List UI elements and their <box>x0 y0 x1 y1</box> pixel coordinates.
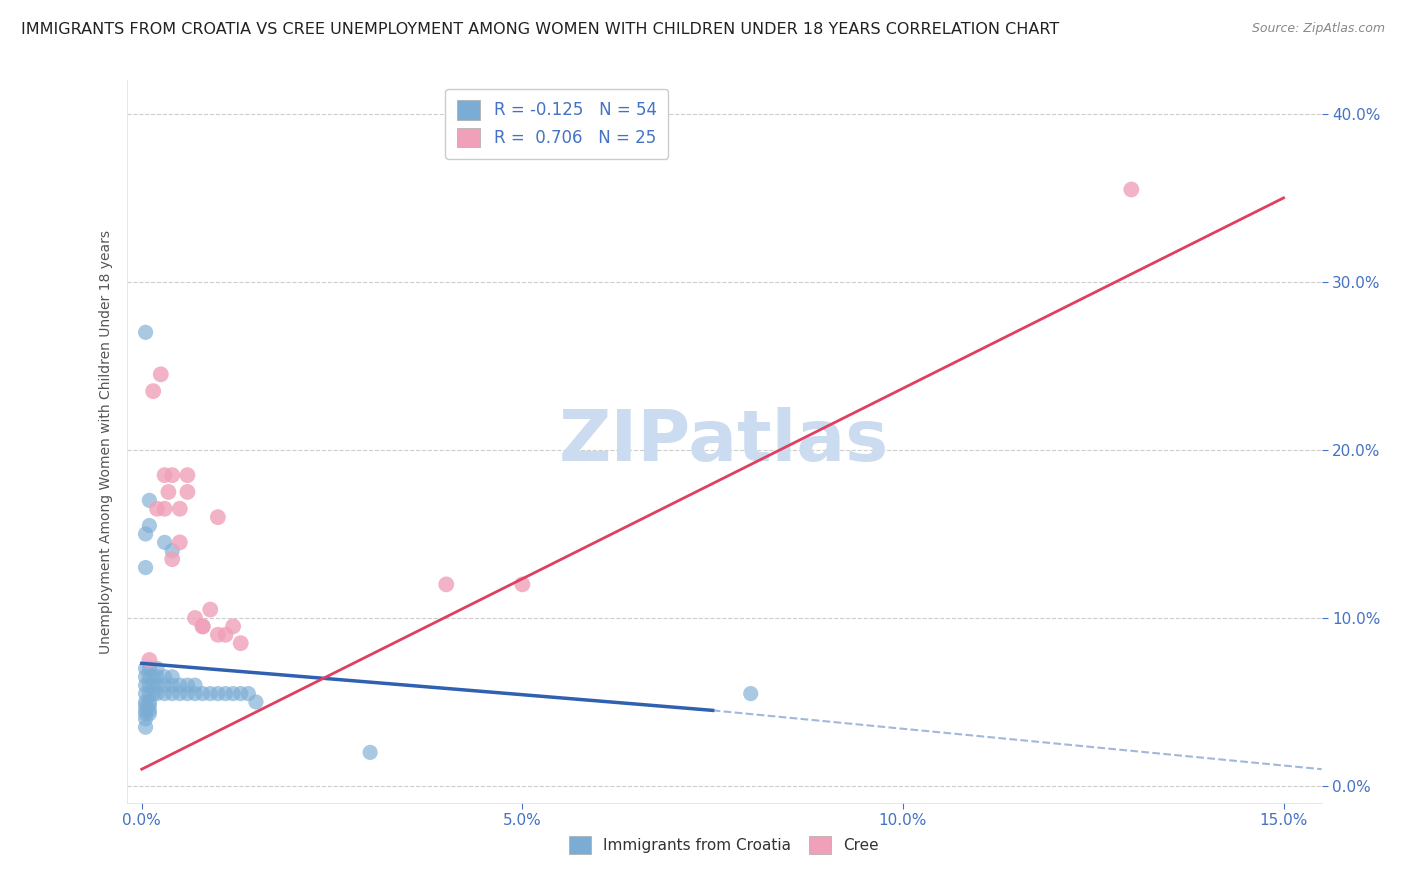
Point <box>191 619 214 633</box>
Point <box>434 577 457 591</box>
Point <box>149 368 172 382</box>
Point <box>229 687 252 701</box>
Point <box>214 628 236 642</box>
Point <box>169 501 191 516</box>
Point <box>135 527 157 541</box>
Point <box>135 712 157 726</box>
Point <box>169 687 191 701</box>
Point <box>207 510 229 524</box>
Point <box>138 493 160 508</box>
Point <box>138 678 160 692</box>
Point <box>184 687 207 701</box>
Point <box>222 687 245 701</box>
Point <box>169 535 191 549</box>
Point <box>245 695 267 709</box>
Legend: Immigrants from Croatia, Cree: Immigrants from Croatia, Cree <box>564 830 884 860</box>
Point <box>169 678 191 692</box>
Point <box>153 678 176 692</box>
Point <box>160 552 183 566</box>
Point <box>153 468 176 483</box>
Point <box>238 687 260 701</box>
Point <box>138 687 160 701</box>
Point <box>153 535 176 549</box>
Point <box>138 670 160 684</box>
Point <box>191 619 214 633</box>
Point <box>138 518 160 533</box>
Point <box>176 687 198 701</box>
Point <box>176 485 198 500</box>
Point <box>153 670 176 684</box>
Point <box>138 653 160 667</box>
Point <box>207 687 229 701</box>
Point <box>359 745 381 759</box>
Point <box>160 687 183 701</box>
Point <box>135 703 157 717</box>
Point <box>160 670 183 684</box>
Point <box>176 678 198 692</box>
Point <box>222 619 245 633</box>
Point <box>142 384 165 398</box>
Point <box>229 636 252 650</box>
Point <box>184 611 207 625</box>
Point <box>740 687 762 701</box>
Point <box>135 670 157 684</box>
Point <box>135 326 157 340</box>
Point <box>138 698 160 713</box>
Point <box>138 695 160 709</box>
Point <box>146 670 169 684</box>
Point <box>142 678 165 692</box>
Point <box>135 661 157 675</box>
Point <box>160 678 183 692</box>
Text: ZIPatlas: ZIPatlas <box>560 407 889 476</box>
Point <box>142 670 165 684</box>
Text: Source: ZipAtlas.com: Source: ZipAtlas.com <box>1251 22 1385 36</box>
Point <box>146 678 169 692</box>
Point <box>184 678 207 692</box>
Point <box>512 577 534 591</box>
Point <box>207 628 229 642</box>
Point <box>214 687 236 701</box>
Point <box>135 560 157 574</box>
Point <box>176 468 198 483</box>
Point <box>135 698 157 713</box>
Text: IMMIGRANTS FROM CROATIA VS CREE UNEMPLOYMENT AMONG WOMEN WITH CHILDREN UNDER 18 : IMMIGRANTS FROM CROATIA VS CREE UNEMPLOY… <box>21 22 1059 37</box>
Point <box>135 695 157 709</box>
Point <box>160 543 183 558</box>
Point <box>200 687 222 701</box>
Point <box>153 687 176 701</box>
Point <box>157 485 180 500</box>
Point <box>138 661 160 675</box>
Point <box>160 468 183 483</box>
Point <box>1121 182 1143 196</box>
Point <box>146 661 169 675</box>
Point <box>153 501 176 516</box>
Point <box>135 687 157 701</box>
Point <box>146 501 169 516</box>
Point <box>142 687 165 701</box>
Point <box>200 602 222 616</box>
Point <box>138 706 160 721</box>
Point <box>135 720 157 734</box>
Point <box>135 678 157 692</box>
Point <box>135 706 157 721</box>
Point <box>146 687 169 701</box>
Point <box>191 687 214 701</box>
Y-axis label: Unemployment Among Women with Children Under 18 years: Unemployment Among Women with Children U… <box>98 229 112 654</box>
Point <box>138 703 160 717</box>
